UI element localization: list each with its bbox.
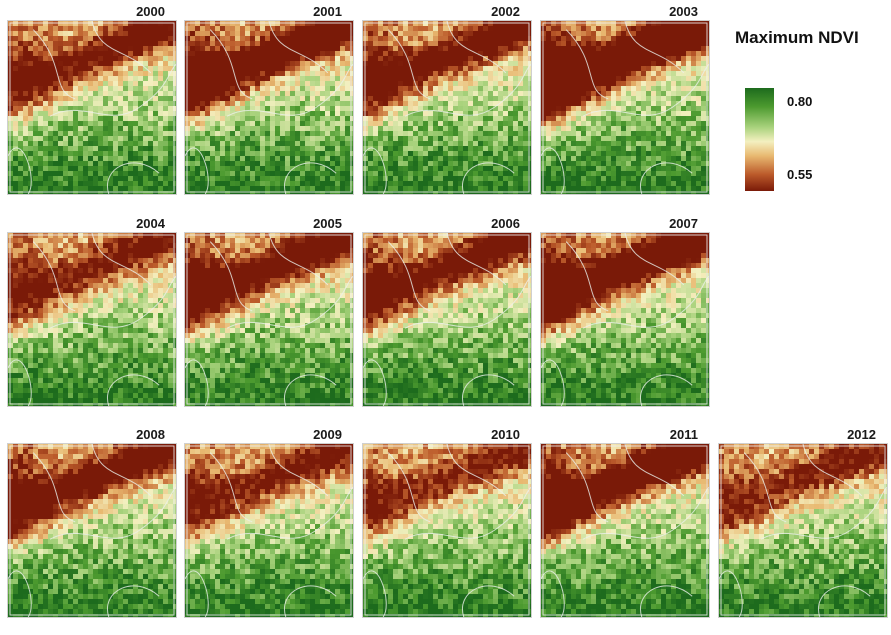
- map-panel-2010: 2010: [362, 443, 532, 635]
- ndvi-map: [7, 232, 177, 407]
- map-panel-2004: 2004: [7, 232, 177, 424]
- ndvi-map: [184, 20, 354, 195]
- map-panel-2005: 2005: [184, 232, 354, 424]
- ndvi-raster: [185, 233, 353, 406]
- map-panel-2000: 2000: [7, 20, 177, 212]
- ndvi-raster: [185, 21, 353, 194]
- ndvi-raster: [719, 444, 887, 617]
- ndvi-map: [362, 20, 532, 195]
- ndvi-raster: [541, 233, 709, 406]
- ndvi-map: [7, 443, 177, 618]
- map-panel-2007: 2007: [540, 232, 710, 424]
- map-panel-2009: 2009: [184, 443, 354, 635]
- ndvi-map: [184, 232, 354, 407]
- ndvi-raster: [8, 233, 176, 406]
- ndvi-map: [184, 443, 354, 618]
- panel-year-label: 2007: [669, 216, 698, 231]
- panel-year-label: 2009: [313, 427, 342, 442]
- ndvi-map: [362, 443, 532, 618]
- legend-title: Maximum NDVI: [735, 28, 859, 48]
- ndvi-raster: [185, 444, 353, 617]
- ndvi-map: [540, 232, 710, 407]
- ndvi-raster: [541, 444, 709, 617]
- map-panel-2012: 2012: [718, 443, 888, 635]
- panel-year-label: 2006: [491, 216, 520, 231]
- ndvi-raster: [8, 444, 176, 617]
- ndvi-raster: [363, 444, 531, 617]
- panel-year-label: 2004: [136, 216, 165, 231]
- ndvi-raster: [363, 233, 531, 406]
- map-panel-2003: 2003: [540, 20, 710, 212]
- panel-year-label: 2008: [136, 427, 165, 442]
- legend-high-label: 0.80: [787, 94, 812, 109]
- map-panel-2006: 2006: [362, 232, 532, 424]
- panel-year-label: 2002: [491, 4, 520, 19]
- ndvi-map: [540, 20, 710, 195]
- ndvi-map: [540, 443, 710, 618]
- panel-year-label: 2005: [313, 216, 342, 231]
- map-panel-2008: 2008: [7, 443, 177, 635]
- panel-year-label: 2000: [136, 4, 165, 19]
- panel-year-label: 2011: [670, 427, 698, 442]
- map-panel-2011: 2011: [540, 443, 710, 635]
- panel-year-label: 2012: [847, 427, 876, 442]
- panel-year-label: 2001: [313, 4, 342, 19]
- ndvi-map: [7, 20, 177, 195]
- ndvi-raster: [363, 21, 531, 194]
- legend-low-label: 0.55: [787, 167, 812, 182]
- map-panel-2002: 2002: [362, 20, 532, 212]
- map-panel-2001: 2001: [184, 20, 354, 212]
- panel-year-label: 2003: [669, 4, 698, 19]
- ndvi-map: [362, 232, 532, 407]
- panel-year-label: 2010: [491, 427, 520, 442]
- legend-color-bar: [745, 88, 774, 191]
- ndvi-raster: [8, 21, 176, 194]
- ndvi-map: [718, 443, 888, 618]
- ndvi-raster: [541, 21, 709, 194]
